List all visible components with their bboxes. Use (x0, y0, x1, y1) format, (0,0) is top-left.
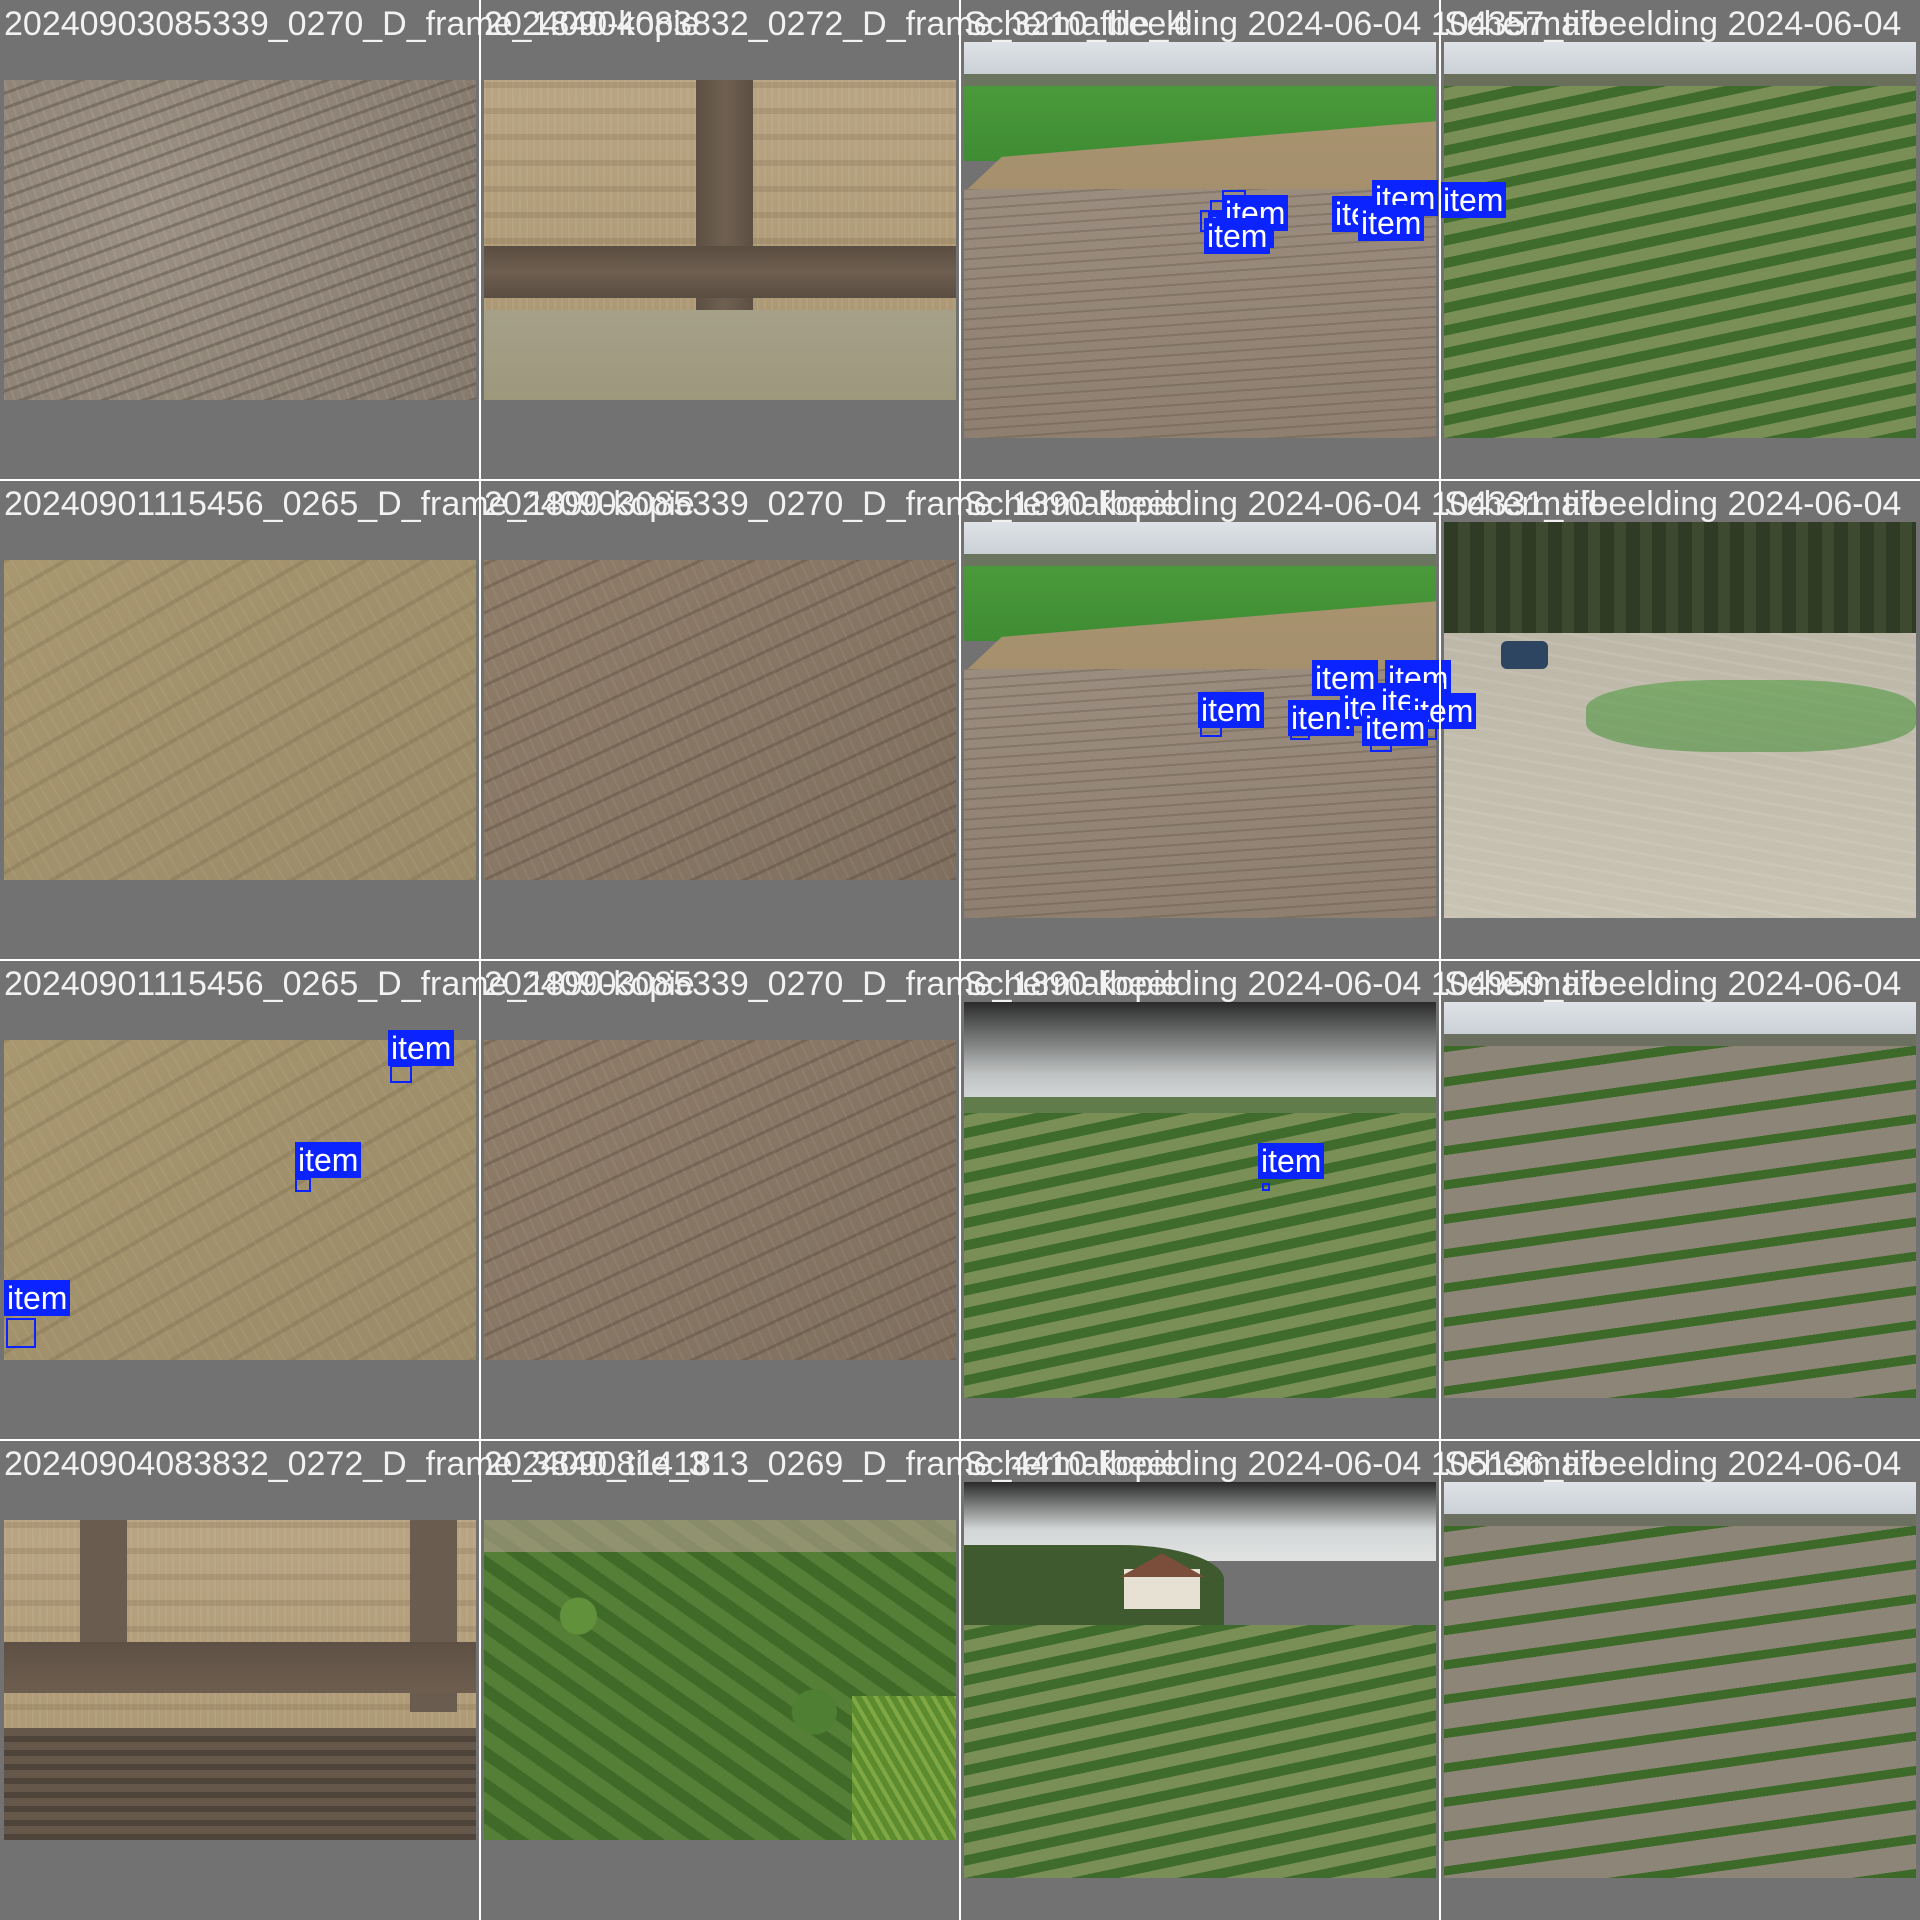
tile-photo (1444, 1482, 1916, 1878)
tile-caption: 20240904083832_0272_D_frame_3840_tile_3 (4, 1445, 708, 1483)
tile-photo (1444, 1002, 1916, 1398)
detection-label: item (1258, 1143, 1325, 1179)
mosaic-tile: Schermafbeelding 2024-06-04 105136_tile (960, 1440, 1607, 1920)
grid-divider (0, 1439, 1920, 1441)
tile-photo (1444, 522, 1916, 918)
detection-box (390, 1065, 412, 1083)
detection-box (295, 1178, 311, 1192)
detection-label: item (295, 1142, 362, 1178)
tile-photo (484, 80, 956, 400)
detection-label: item (4, 1280, 71, 1316)
mosaic-tile: Schermafbeelding 2024-06-04 item (1440, 0, 1920, 480)
tile-caption: Schermafbeelding 2024-06-04 104331_tile (964, 485, 1607, 523)
tile-photo (1444, 42, 1916, 438)
mosaic-tile: Schermafbeelding 2024-06-04 (1440, 480, 1920, 960)
tile-photo (4, 1040, 476, 1360)
tile-caption: 20240903085339_0270_D_frame_1890-kopie (484, 485, 1180, 523)
tile-caption: Schermafbeelding 2024-06-04 105136_tile (964, 1445, 1607, 1483)
tile-photo (484, 1520, 956, 1840)
detection-label: item (1204, 218, 1271, 254)
detection-box (1262, 1183, 1270, 1191)
tile-photo (4, 80, 476, 400)
detection-label: item (1358, 205, 1425, 241)
tile-caption: 20240901115456_0265_D_frame_1890-kopie (4, 485, 695, 523)
tile-caption: 20240903085339_0270_D_frame_1890-kopie (484, 965, 1180, 1003)
tile-caption: 20240904083832_0272_D_frame_3210_tile_4 (484, 5, 1188, 43)
grid-divider (1439, 0, 1441, 1920)
tile-caption: Schermafbeelding 2024-06-04 104959_tile (964, 965, 1607, 1003)
tile-caption: Schermafbeelding 2024-06-04 (1444, 965, 1902, 1003)
tile-caption: Schermafbeelding 2024-06-04 104357_tile (964, 5, 1607, 43)
tile-photo (484, 560, 956, 880)
tile-photo (964, 1002, 1436, 1398)
mosaic-tile: 20240901115456_0265_D_frame_1890-kopie (0, 480, 695, 960)
tile-caption: Schermafbeelding 2024-06-04 (1444, 5, 1902, 43)
grid-divider (0, 959, 1920, 961)
mosaic-tile: 20240903085339_0270_D_frame_1890-kopie (480, 960, 1180, 1440)
detection-label: item (1440, 182, 1507, 218)
mosaic-tile: Schermafbeelding 2024-06-04 (1440, 1440, 1920, 1920)
tile-photo (4, 560, 476, 880)
tile-photo (964, 1482, 1436, 1878)
mosaic-tile: 20240904083832_0272_D_frame_3210_tile_4 (480, 0, 1187, 480)
detection-label: item (388, 1030, 455, 1066)
detection-box (6, 1318, 36, 1348)
tile-caption: Schermafbeelding 2024-06-04 (1444, 1445, 1902, 1483)
tile-photo (484, 1040, 956, 1360)
detection-label: item (1198, 692, 1265, 728)
mosaic-tile: 20240908141813_0269_D_frame_4410-kopie (480, 1440, 1180, 1920)
mosaic-tile: 20240904083832_0272_D_frame_3840_tile_3 (0, 1440, 707, 1920)
tile-caption: 20240903085339_0270_D_frame_1840-kopie (4, 5, 700, 43)
mosaic-tile: 20240903085339_0270_D_frame_1890-kopie (480, 480, 1180, 960)
mosaic-tile: 20240903085339_0270_D_frame_1840-kopie (0, 0, 700, 480)
tile-photo (4, 1520, 476, 1840)
tile-caption: 20240908141813_0269_D_frame_4410-kopie (484, 1445, 1180, 1483)
detection-label: item (1362, 710, 1429, 746)
mosaic-tile: Schermafbeelding 2024-06-04 (1440, 960, 1920, 1440)
tile-caption: Schermafbeelding 2024-06-04 (1444, 485, 1902, 523)
tile-caption: 20240901115456_0265_D_frame_1890-kopie (4, 965, 695, 1003)
